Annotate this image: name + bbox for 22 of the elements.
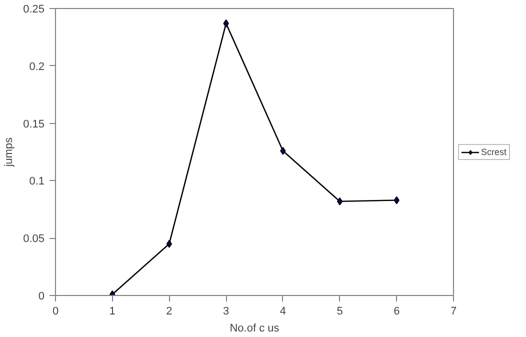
x-tick-label: 6 [394,306,400,318]
x-tick-label: 5 [336,306,343,318]
y-tick-label: 0.05 [23,233,45,246]
point [166,240,172,248]
y-axis-title: jumps [3,136,16,168]
y-tick-label: 0.2 [29,60,45,73]
x-tick-label: 1 [109,306,116,318]
x-axis-title: No.of c us [230,322,280,334]
x-tick-label: 7 [450,306,457,318]
point [223,19,229,28]
x-tick-label: 0 [52,306,59,318]
point [394,196,400,204]
y-tick-label: 0.25 [23,4,45,16]
point [280,146,286,155]
x-tick-label: 4 [280,306,286,318]
x-tick-label: 2 [166,306,172,318]
y-tick-label: 0 [38,290,45,302]
point [336,197,343,206]
legend-label: Screst [481,146,507,156]
x-tick-label: 3 [223,306,230,318]
y-tick-label: 0.1 [29,176,45,188]
y-tick-label: 0.15 [23,118,45,130]
